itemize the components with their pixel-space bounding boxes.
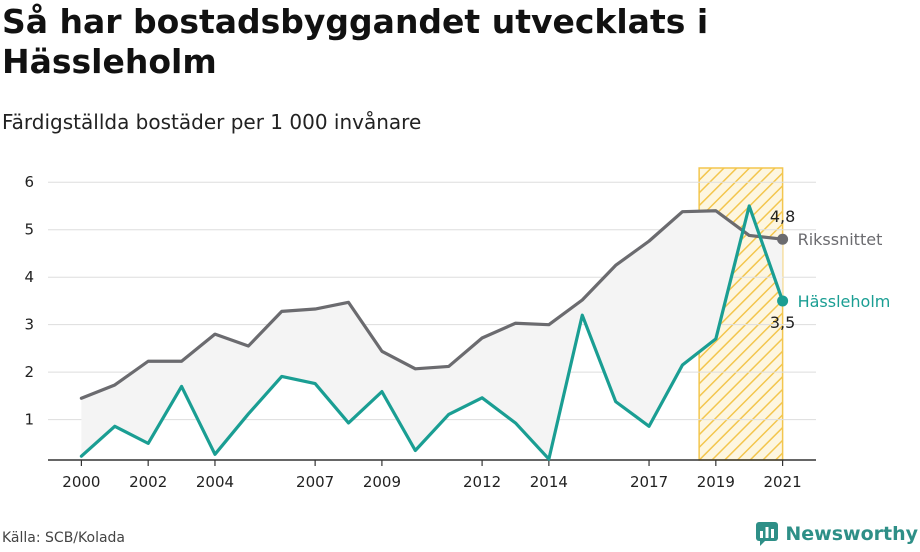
y-tick-label: 4 [24, 268, 34, 286]
y-tick-label: 3 [24, 316, 34, 334]
riket-end-point [777, 233, 789, 245]
riket-series-name: Rikssnittet [798, 230, 883, 249]
x-tick-label: 2000 [62, 473, 100, 491]
newsworthy-logo-icon [756, 522, 779, 546]
hassleholm-series-name: Hässleholm [798, 292, 891, 311]
chart-title: Så har bostadsbyggandet utvecklats i Häs… [2, 2, 709, 81]
hassleholm-end-point [777, 295, 789, 307]
brand-logo: Newsworthy [755, 521, 918, 547]
source-note: Källa: SCB/Kolada [2, 530, 126, 546]
x-tick-label: 2004 [196, 473, 234, 491]
x-tick-label: 2009 [363, 473, 401, 491]
x-tick-label: 2007 [296, 473, 334, 491]
hassleholm-end-value: 3,5 [770, 313, 795, 332]
y-tick-label: 2 [24, 363, 34, 381]
x-tick-label: 2002 [129, 473, 167, 491]
chart-subtitle: Färdigställda bostäder per 1 000 invånar… [2, 110, 422, 134]
y-tick-label: 1 [24, 411, 34, 429]
band-area [81, 205, 783, 460]
x-tick-label: 2019 [697, 473, 735, 491]
x-tick-label: 2017 [630, 473, 668, 491]
end-labels: 4,8 Rikssnittet Hässleholm 3,5 [770, 207, 890, 332]
x-tick-label: 2014 [530, 473, 568, 491]
hassleholm-line [79, 204, 785, 461]
difference-band [81, 205, 783, 460]
y-tick-label: 6 [24, 173, 34, 191]
x-tick-label: 2012 [463, 473, 501, 491]
axes: 2000 2002 2004 2007 2009 2012 2014 2017 2019 2021 [48, 459, 816, 491]
brand-name: Newsworthy [785, 523, 918, 545]
x-tick-label: 2021 [764, 473, 802, 491]
riket-end-value: 4,8 [770, 207, 795, 226]
y-tick-label: 5 [24, 221, 34, 239]
riket-line [79, 209, 785, 400]
series-lines [79, 204, 789, 461]
